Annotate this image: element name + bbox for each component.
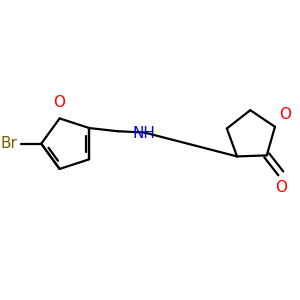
- Text: Br: Br: [1, 136, 18, 151]
- Text: O: O: [275, 180, 287, 195]
- Text: NH: NH: [133, 126, 156, 141]
- Text: O: O: [54, 95, 66, 110]
- Text: O: O: [279, 107, 291, 122]
